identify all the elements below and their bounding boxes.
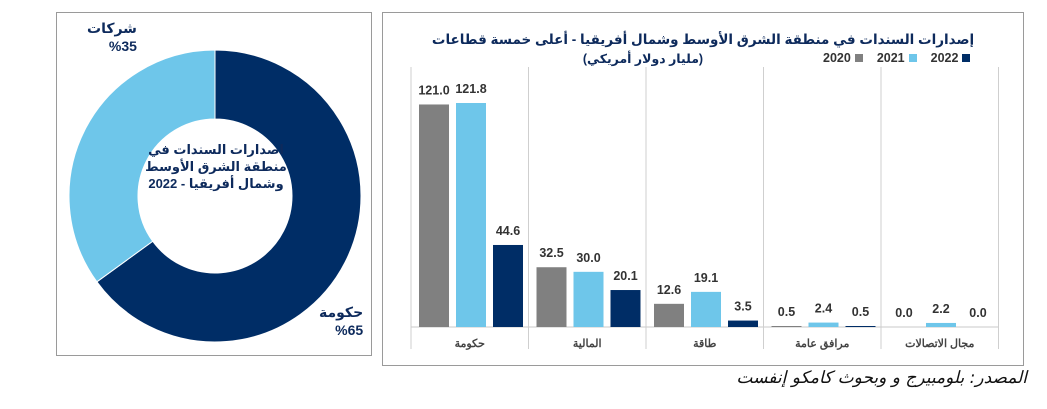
data-label-telecom-2022: 0.0 bbox=[969, 306, 986, 320]
chart-legend: 2022 2021 2020 bbox=[823, 51, 971, 65]
data-label-utilities-2020: 0.5 bbox=[778, 305, 795, 319]
category-label-financial: المالية bbox=[573, 338, 602, 350]
bar-government-2022 bbox=[493, 244, 523, 327]
bar-utilities-2020 bbox=[771, 326, 802, 327]
data-label-government-2021: 121.8 bbox=[455, 82, 486, 96]
category-label-government: حكومة bbox=[455, 338, 486, 350]
donut-slice-government bbox=[96, 49, 362, 343]
data-label-government-2020: 121.0 bbox=[418, 83, 449, 97]
data-label-utilities-2022: 0.5 bbox=[852, 305, 869, 319]
legend-item-2021: 2021 bbox=[877, 51, 917, 65]
donut-center-title: اصدارات السندات في منطقة الشرق الأوسط وش… bbox=[145, 142, 287, 191]
legend-swatch-2021 bbox=[908, 54, 917, 62]
bar-chart: 121.0 121.8 44.6 حكومة 32.5 30.0 20.1 المالية 12… bbox=[410, 67, 999, 350]
bar-energy-2022 bbox=[728, 320, 758, 327]
donut-chart bbox=[68, 49, 362, 343]
slice-label-government: حكومة %65 bbox=[319, 303, 363, 339]
category-label-telecom: مجال الاتصالات bbox=[905, 338, 974, 350]
slice-value-government: %65 bbox=[335, 322, 364, 338]
legend-item-2020: 2020 bbox=[823, 51, 863, 65]
legend-item-2022: 2022 bbox=[931, 51, 971, 65]
bar-financial-2020 bbox=[536, 267, 567, 327]
bar-telecom-2021 bbox=[926, 322, 956, 327]
legend-label-2020: 2020 bbox=[823, 51, 851, 65]
legend-label-2021: 2021 bbox=[876, 51, 905, 65]
bar-government-2020 bbox=[419, 104, 449, 327]
slice-label-companies: شركات %35 bbox=[87, 19, 137, 55]
bar-financial-2021 bbox=[573, 271, 604, 327]
data-label-energy-2022: 3.5 bbox=[734, 300, 751, 314]
data-label-utilities-2021: 2.4 bbox=[815, 302, 832, 316]
bar-government-2021 bbox=[456, 103, 486, 327]
bar-utilities-2021 bbox=[808, 322, 839, 327]
bar-energy-2020 bbox=[654, 303, 684, 327]
source-note: المصدر: بلومبيرج و وبحوث كامكو إنفست bbox=[736, 368, 1027, 388]
bar-chart-panel: 121.0 121.8 44.6 حكومة 32.5 30.0 20.1 المالية 12… bbox=[382, 12, 1024, 366]
chart-title: إصدارات السندات في منطقة الشرق الأوسط وش… bbox=[431, 32, 975, 47]
data-label-telecom-2020: 0.0 bbox=[895, 306, 912, 320]
donut-chart-panel: اصدارات السندات في منطقة الشرق الأوسط وش… bbox=[56, 12, 372, 356]
donut-slice-companies bbox=[68, 49, 216, 283]
chart-subtitle: (مليار دولار أمريكي) bbox=[582, 52, 704, 66]
legend-swatch-2020 bbox=[854, 54, 863, 62]
legend-label-2022: 2022 bbox=[930, 51, 959, 65]
bar-utilities-2022 bbox=[845, 326, 876, 327]
slice-name-government: حكومة bbox=[319, 304, 364, 320]
category-label-energy: طاقة bbox=[693, 338, 717, 350]
data-label-financial-2021: 30.0 bbox=[576, 251, 600, 265]
data-label-government-2022: 44.6 bbox=[496, 224, 520, 238]
slice-value-companies: %35 bbox=[108, 38, 137, 54]
bar-financial-2022 bbox=[610, 290, 641, 327]
data-label-energy-2020: 12.6 bbox=[657, 283, 681, 297]
slice-name-companies: شركات bbox=[87, 20, 137, 36]
category-label-utilities: مرافق عامة bbox=[795, 338, 849, 350]
data-label-financial-2022: 20.1 bbox=[613, 269, 637, 283]
data-label-financial-2020: 32.5 bbox=[539, 246, 563, 260]
data-label-telecom-2021: 2.2 bbox=[932, 302, 949, 316]
data-label-energy-2021: 19.1 bbox=[694, 271, 718, 285]
legend-swatch-2022 bbox=[962, 54, 971, 62]
bar-energy-2021 bbox=[691, 291, 721, 327]
